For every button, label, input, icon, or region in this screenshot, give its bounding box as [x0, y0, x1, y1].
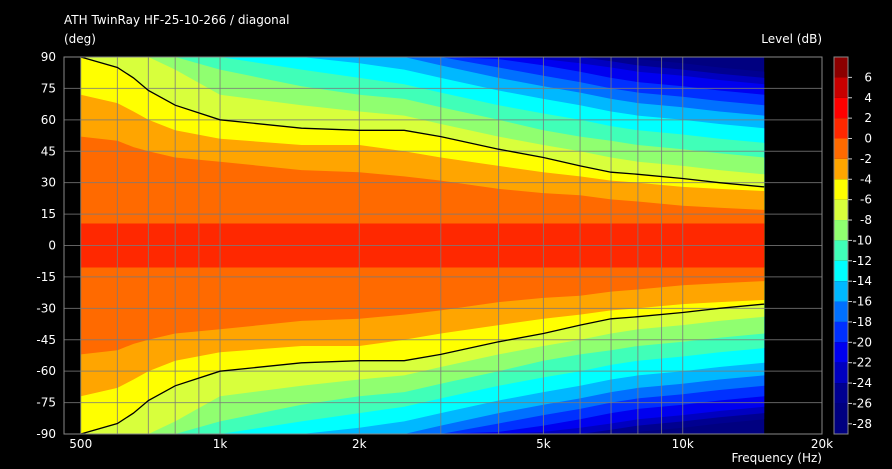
y-tick-label: -75 [36, 396, 56, 410]
y-tick-label: 75 [41, 81, 56, 95]
colorbar-tick-label: -12 [852, 254, 872, 268]
minus-6db-isoline [80, 56, 765, 435]
colorbar-swatch [834, 362, 848, 384]
colorbar-tick-label: -10 [852, 233, 872, 247]
y-tick-label: 45 [41, 144, 56, 158]
colorbar-swatch [834, 383, 848, 404]
colorbar-tick-label: 0 [864, 132, 872, 146]
colorbar-tick-label: -28 [852, 417, 872, 431]
colorbar-swatch [834, 281, 848, 302]
y-tick-label: -60 [36, 364, 56, 378]
chart-title: ATH TwinRay HF-25-10-266 / diagonal [64, 13, 289, 27]
colorbar-swatch [834, 342, 848, 363]
colorbar-tick-label: -4 [860, 172, 872, 186]
colorbar-tick-label: -20 [852, 335, 872, 349]
colorbar-swatch [834, 77, 848, 98]
y-tick-label: -90 [36, 427, 56, 441]
colorbar-swatch [834, 199, 848, 221]
colorbar-swatch [834, 179, 848, 200]
colorbar-tick-label: -8 [860, 213, 872, 227]
y-tick-label: 90 [41, 50, 56, 64]
colorbar-label: Level (dB) [761, 32, 822, 46]
x-tick-label: 20k [811, 437, 833, 451]
colorbar-swatch [834, 260, 848, 282]
colorbar-swatch [834, 240, 848, 261]
colorbar-tick-label: -26 [852, 396, 872, 410]
y-tick-label: 30 [41, 176, 56, 190]
y-tick-label: -30 [36, 301, 56, 315]
x-tick-label: 1k [213, 437, 228, 451]
x-tick-label: 5k [536, 437, 551, 451]
colorbar-tick-label: -2 [860, 152, 872, 166]
colorbar-swatch [834, 403, 848, 434]
colorbar-swatch [834, 57, 848, 78]
colorbar-tick-label: -24 [852, 376, 872, 390]
colorbar-tick-label: 6 [864, 70, 872, 84]
x-tick-labels: 500 1k 2k 5k 10k 20k [69, 437, 833, 451]
colorbar: 6 4 2 0 -2 -4 -6 -8 -10 -12 -14 -16 -18 -20 -22 -24 -26 -… [833, 56, 872, 435]
colorbar-swatch [834, 301, 848, 322]
colorbar-swatch [834, 158, 848, 180]
y-tick-label: -15 [36, 270, 56, 284]
y-axis-label: (deg) [64, 32, 96, 46]
plot-frame [63, 56, 823, 435]
y-tick-label: -45 [36, 333, 56, 347]
grid-lines [64, 57, 822, 434]
colorbar-tick-label: -16 [852, 295, 872, 309]
y-tick-label: 15 [41, 207, 56, 221]
colorbar-tick-label: -14 [852, 274, 872, 288]
y-tick-label: 0 [48, 239, 56, 253]
y-tick-label: 60 [41, 113, 56, 127]
x-tick-label: 10k [672, 437, 694, 451]
colorbar-tick-label: -6 [860, 193, 872, 207]
y-tick-labels: 90 75 60 45 30 15 0 -15 -30 -45 -60 -75 -90 [36, 50, 56, 441]
colorbar-swatch [834, 118, 848, 139]
colorbar-tick-label: 4 [864, 91, 872, 105]
colorbar-swatch [834, 138, 848, 159]
x-axis-label: Frequency (Hz) [732, 451, 823, 465]
colorbar-tick-label: 2 [864, 111, 872, 125]
x-tick-label: 2k [352, 437, 367, 451]
colorbar-swatch [834, 220, 848, 241]
colorbar-swatch [834, 97, 848, 119]
colorbar-frame [833, 56, 849, 435]
x-tick-label: 500 [69, 437, 92, 451]
colorbar-swatch [834, 321, 848, 343]
colorbar-tick-label: -18 [852, 315, 872, 329]
plot-area [63, 56, 823, 435]
colorbar-tick-label: -22 [852, 356, 872, 370]
